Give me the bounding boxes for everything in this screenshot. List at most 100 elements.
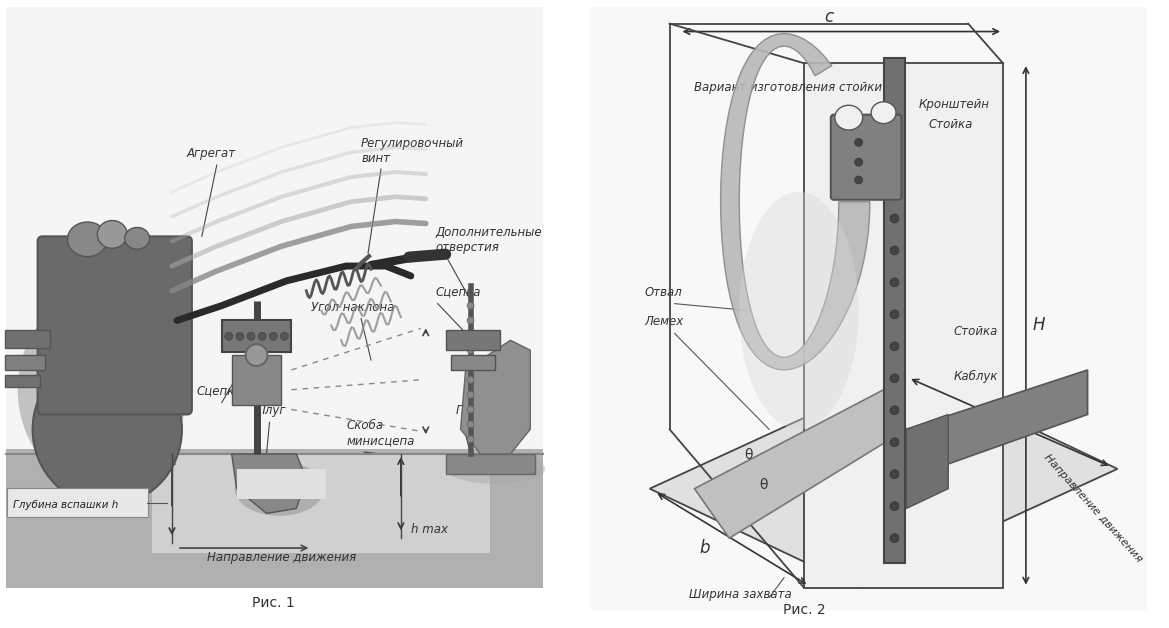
Polygon shape: [906, 414, 948, 509]
Circle shape: [468, 362, 473, 369]
Text: Полевая доска: Полевая доска: [928, 420, 1021, 432]
Ellipse shape: [245, 344, 268, 366]
Ellipse shape: [97, 220, 127, 248]
FancyBboxPatch shape: [7, 488, 148, 517]
Circle shape: [890, 118, 899, 127]
Ellipse shape: [235, 462, 324, 516]
Circle shape: [468, 332, 473, 338]
Polygon shape: [694, 390, 906, 538]
Circle shape: [890, 374, 899, 382]
FancyBboxPatch shape: [5, 330, 49, 348]
Polygon shape: [906, 370, 1087, 479]
Circle shape: [468, 302, 473, 309]
Text: Кронштейн: Кронштейн: [919, 98, 989, 111]
Circle shape: [855, 158, 863, 166]
Text: θ: θ: [745, 448, 753, 462]
FancyBboxPatch shape: [236, 469, 326, 499]
Circle shape: [224, 332, 233, 340]
Text: Стойка: Стойка: [928, 117, 973, 131]
FancyBboxPatch shape: [231, 355, 282, 404]
Circle shape: [890, 470, 899, 479]
Ellipse shape: [739, 192, 859, 430]
Text: Каблук: Каблук: [953, 370, 997, 383]
Text: Ширина захвата: Ширина захвата: [690, 588, 793, 600]
Circle shape: [468, 347, 473, 354]
Text: Плуг: Плуг: [456, 404, 485, 418]
FancyBboxPatch shape: [222, 320, 291, 352]
FancyBboxPatch shape: [5, 355, 44, 370]
Text: a: a: [1038, 394, 1049, 411]
Circle shape: [468, 421, 473, 428]
Circle shape: [890, 246, 899, 255]
Circle shape: [468, 376, 473, 383]
Text: Глубина вспашки h: Глубина вспашки h: [13, 501, 118, 511]
Polygon shape: [720, 33, 870, 370]
Circle shape: [890, 342, 899, 351]
Text: Направление движения: Направление движения: [207, 551, 357, 564]
Circle shape: [468, 317, 473, 324]
Text: θ: θ: [759, 478, 768, 492]
Ellipse shape: [33, 353, 182, 506]
Circle shape: [890, 406, 899, 414]
Ellipse shape: [445, 454, 545, 484]
Text: Регулировочный: Регулировочный: [361, 138, 464, 150]
Circle shape: [236, 332, 244, 340]
Circle shape: [890, 214, 899, 223]
Text: Угол наклона: Угол наклона: [311, 301, 395, 313]
Ellipse shape: [125, 227, 150, 249]
Text: c: c: [824, 8, 833, 26]
Circle shape: [890, 534, 899, 543]
Text: Отвал: Отвал: [645, 286, 683, 299]
Text: Рис. 1: Рис. 1: [253, 597, 295, 610]
Circle shape: [890, 438, 899, 447]
Circle shape: [890, 278, 899, 287]
Text: Стойка: Стойка: [953, 325, 997, 338]
Text: Сцепка: Сцепка: [436, 286, 482, 299]
FancyBboxPatch shape: [884, 58, 906, 563]
Polygon shape: [231, 454, 306, 514]
Ellipse shape: [835, 106, 863, 130]
Polygon shape: [804, 63, 1003, 588]
FancyBboxPatch shape: [590, 7, 1147, 610]
FancyBboxPatch shape: [6, 449, 544, 588]
Text: b: b: [699, 539, 710, 557]
Circle shape: [855, 176, 863, 184]
Circle shape: [890, 502, 899, 511]
Circle shape: [890, 310, 899, 319]
FancyBboxPatch shape: [445, 330, 500, 350]
Circle shape: [269, 332, 277, 340]
FancyBboxPatch shape: [450, 355, 496, 370]
Circle shape: [890, 182, 899, 191]
Text: Сцепка: Сцепка: [196, 385, 242, 398]
FancyBboxPatch shape: [831, 115, 901, 200]
Text: Лемех: Лемех: [645, 315, 684, 328]
Circle shape: [468, 406, 473, 413]
Ellipse shape: [68, 222, 108, 257]
FancyBboxPatch shape: [37, 236, 192, 414]
Text: Скоба: Скоба: [346, 420, 383, 432]
Circle shape: [855, 138, 863, 146]
Text: Направление движения: Направление движения: [1042, 453, 1143, 565]
Polygon shape: [461, 340, 531, 454]
Text: H: H: [1033, 317, 1045, 335]
Circle shape: [468, 391, 473, 398]
Circle shape: [468, 436, 473, 443]
Circle shape: [890, 150, 899, 159]
Ellipse shape: [18, 291, 187, 489]
Text: h max: h max: [410, 523, 448, 536]
Ellipse shape: [871, 102, 895, 124]
Polygon shape: [650, 370, 1118, 588]
Text: Рис. 2: Рис. 2: [782, 604, 825, 617]
Circle shape: [247, 332, 255, 340]
Text: Плуг: Плуг: [256, 404, 286, 418]
Text: Агрегат: Агрегат: [187, 147, 236, 160]
FancyBboxPatch shape: [6, 7, 544, 454]
Circle shape: [258, 332, 267, 340]
Text: минисцепа: минисцепа: [346, 434, 415, 447]
Text: отверстия: отверстия: [436, 241, 499, 254]
FancyBboxPatch shape: [152, 454, 491, 553]
Text: Дополнительные: Дополнительные: [436, 226, 542, 239]
Circle shape: [281, 332, 289, 340]
Text: винт: винт: [361, 152, 390, 165]
Polygon shape: [445, 454, 535, 474]
